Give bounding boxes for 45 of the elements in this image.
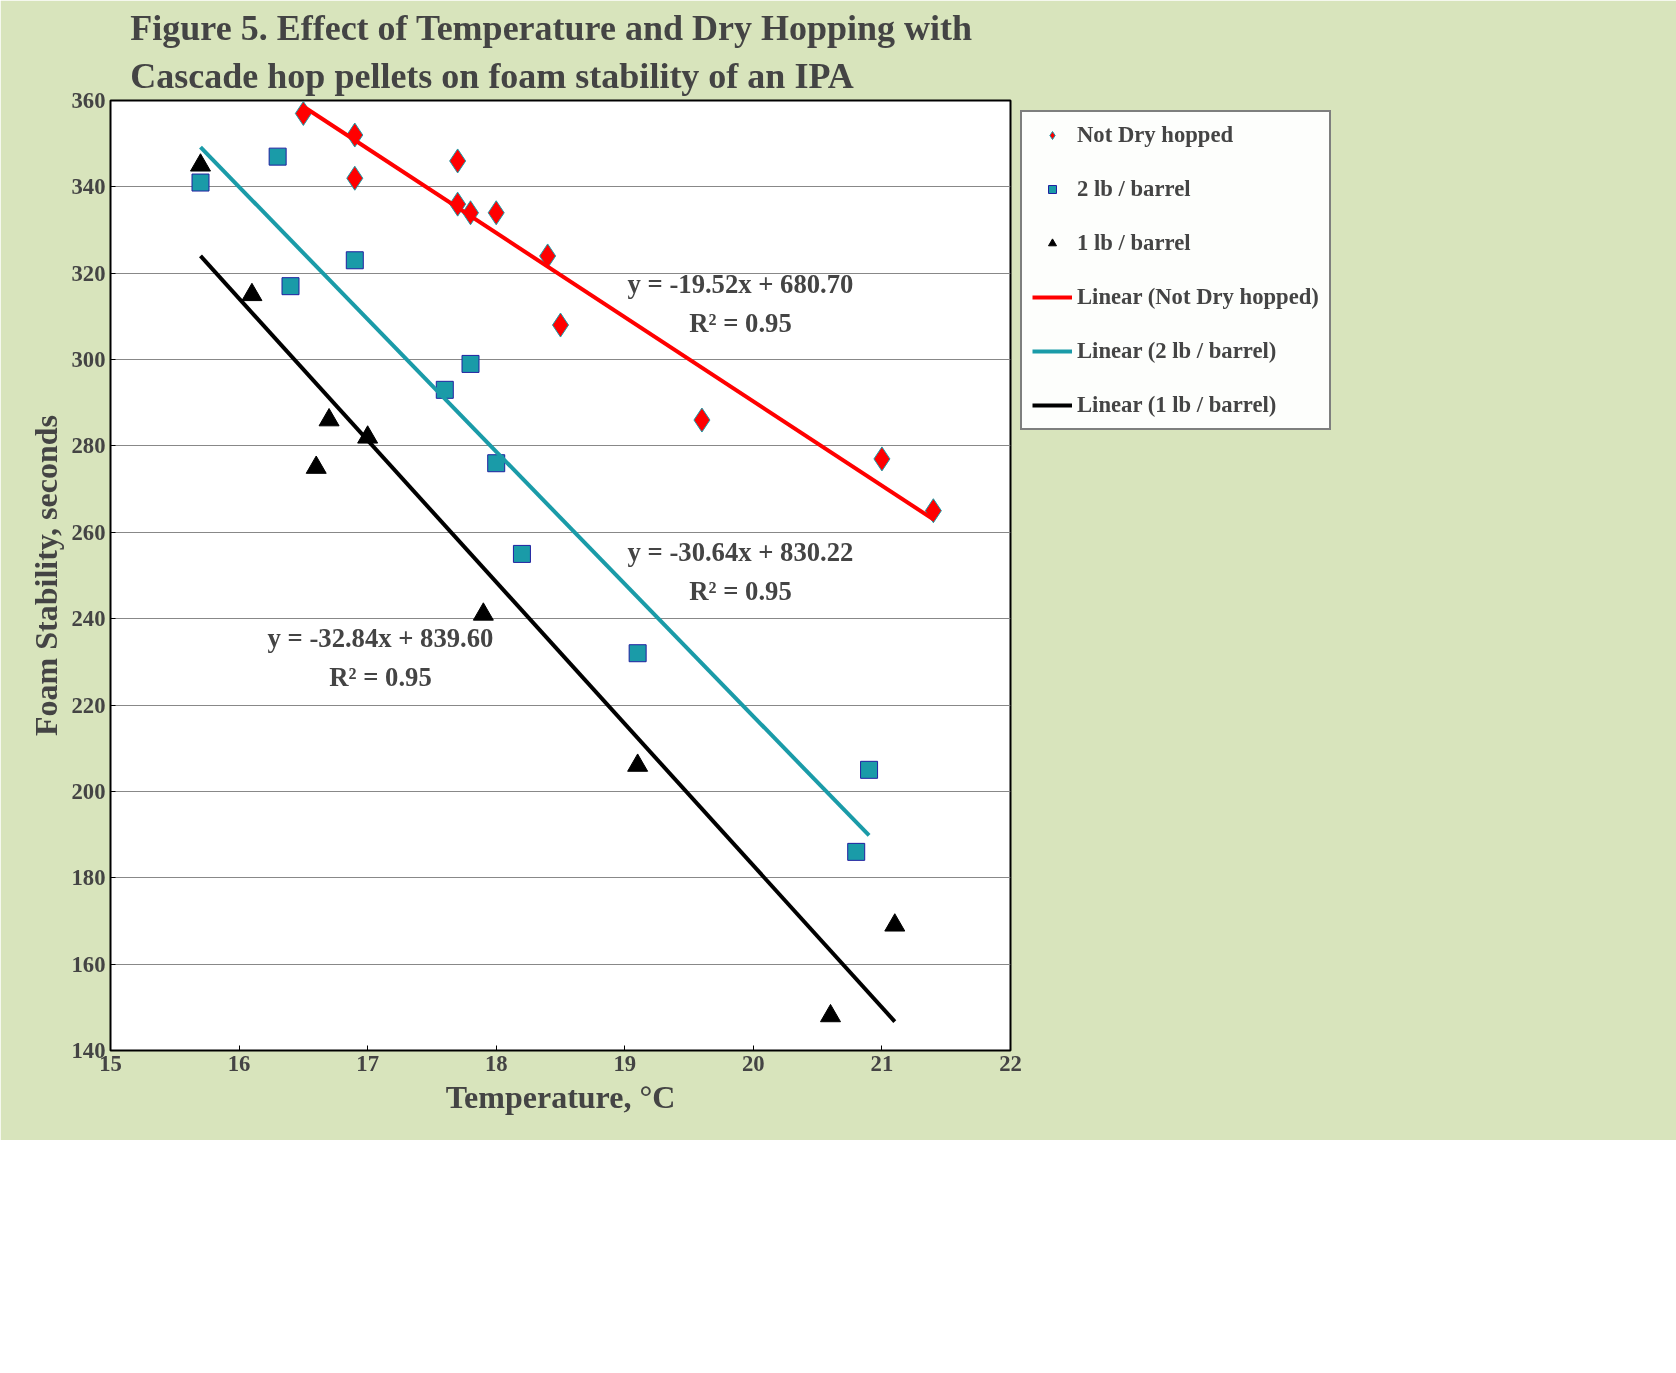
annotation: R² = 0.95 [329, 661, 432, 692]
y-tick-label: 280 [71, 433, 106, 459]
legend-label: Linear (2 lb / barrel) [1077, 338, 1277, 364]
point [281, 277, 300, 296]
point [461, 354, 480, 373]
point [345, 251, 364, 270]
y-tick-label: 160 [71, 951, 106, 977]
chart-title: Figure 5. Effect of Temperature and Dry Hopping with Cascade hop pellets on foam stability of an IPA [130, 7, 973, 96]
x-tick-label: 18 [484, 1050, 508, 1076]
y-tick-label: 260 [71, 519, 106, 545]
annotation: R² = 0.95 [689, 575, 792, 606]
point [268, 147, 287, 166]
y-tick-label: 340 [71, 174, 106, 200]
y-tick-label: 300 [71, 347, 106, 373]
point [627, 753, 649, 772]
legend-label: 2 lb / barrel [1077, 176, 1191, 202]
x-tick-label: 21 [870, 1050, 894, 1076]
y-tick-label: 320 [71, 260, 106, 286]
y-tick-label: 220 [71, 692, 106, 718]
y-tick-label: 360 [71, 88, 106, 113]
y-tick-label: 200 [71, 778, 106, 804]
legend-label: Linear (Not Dry hopped) [1077, 284, 1319, 310]
point [628, 644, 647, 663]
y-axis-title: Foam Stability, seconds [27, 415, 64, 736]
annotation: y = -32.84x + 839.60 [267, 623, 494, 654]
y-tick-label: 180 [71, 865, 106, 891]
point [847, 842, 866, 861]
annotation: R² = 0.95 [689, 307, 792, 338]
point [884, 913, 906, 932]
point [512, 544, 531, 563]
x-tick-label: 17 [356, 1050, 379, 1076]
x-axis-title: Temperature, °C [445, 1078, 676, 1115]
annotation: y = -30.64x + 830.22 [627, 536, 854, 567]
point [860, 760, 879, 779]
x-tick-label: 19 [613, 1050, 637, 1076]
x-tick-label: 22 [999, 1050, 1022, 1076]
y-tick-label: 240 [71, 606, 106, 632]
legend-label: Not Dry hopped [1077, 122, 1234, 148]
annotation: y = -19.52x + 680.70 [627, 269, 854, 300]
point [820, 1003, 841, 1023]
x-tick-label: 16 [227, 1050, 251, 1076]
legend-label: Linear (1 lb / barrel) [1077, 392, 1277, 418]
point [191, 173, 210, 192]
legend-label: 1 lb / barrel [1077, 230, 1191, 256]
x-tick-label: 20 [742, 1050, 765, 1076]
